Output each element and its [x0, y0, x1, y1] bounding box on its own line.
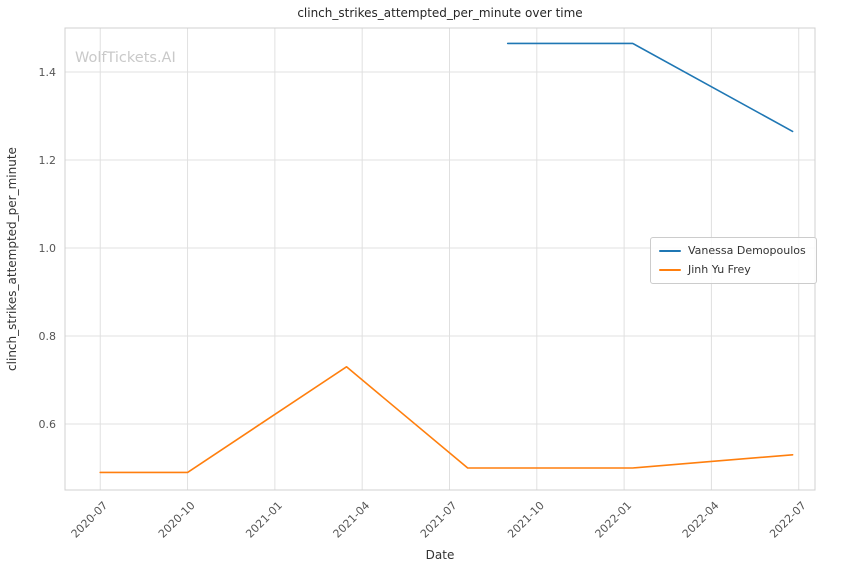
chart-title: clinch_strikes_attempted_per_minute over… [297, 6, 582, 20]
x-tick-label: 2022-07 [767, 499, 809, 541]
y-tick-label: 0.6 [39, 418, 57, 431]
y-tick-label: 0.8 [39, 330, 57, 343]
x-tick-label: 2022-04 [680, 499, 722, 541]
series-line-jinh-yu-frey [99, 365, 794, 474]
legend-label: Jinh Yu Frey [688, 263, 751, 276]
x-tick-label: 2021-07 [418, 499, 460, 541]
y-tick-label: 1.4 [39, 66, 57, 79]
x-axis-label: Date [426, 548, 455, 562]
legend: Vanessa Demopoulos Jinh Yu Frey [650, 237, 817, 284]
x-tick-label: 2020-07 [69, 499, 111, 541]
legend-entry: Vanessa Demopoulos [659, 244, 806, 258]
x-tick-label: 2021-10 [505, 499, 547, 541]
x-tick-label: 2021-04 [331, 499, 373, 541]
y-tick-label: 1.2 [39, 154, 57, 167]
legend-label: Vanessa Demopoulos [688, 244, 806, 257]
y-tick-label: 1.0 [39, 242, 57, 255]
watermark: WolfTickets.AI [75, 50, 176, 66]
y-axis-label: clinch_strikes_attempted_per_minute [5, 147, 19, 371]
x-tick-label: 2022-01 [593, 499, 635, 541]
x-tick-label: 2020-10 [156, 499, 198, 541]
legend-line-swatch [659, 269, 681, 271]
x-tick-label: 2021-01 [243, 499, 285, 541]
legend-line-swatch [659, 250, 681, 252]
legend-entry: Jinh Yu Frey [659, 263, 806, 277]
series-line-vanessa-demopoulos [506, 42, 794, 133]
